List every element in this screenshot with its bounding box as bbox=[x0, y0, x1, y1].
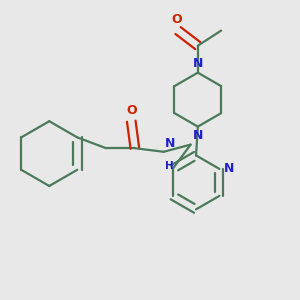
Text: O: O bbox=[126, 104, 136, 117]
Text: O: O bbox=[171, 13, 181, 26]
Text: N: N bbox=[224, 162, 234, 175]
Text: N: N bbox=[193, 57, 203, 70]
Text: N: N bbox=[165, 137, 175, 150]
Text: H: H bbox=[165, 161, 174, 171]
Text: N: N bbox=[193, 130, 203, 142]
